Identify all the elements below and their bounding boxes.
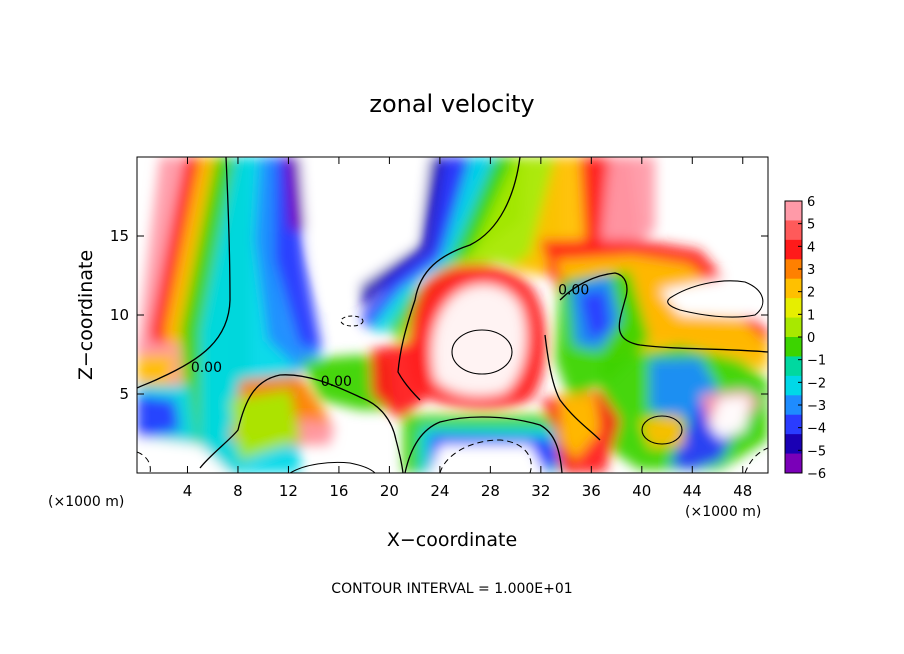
contour-zero-lower-left [199, 374, 404, 473]
colorbar-swatch [785, 395, 802, 416]
x-unit-right: (×1000 m) [685, 504, 761, 520]
colorbar-label: −6 [807, 467, 826, 482]
field-region [600, 157, 655, 258]
x-tick-label: 28 [481, 482, 500, 500]
colorbar-label: −1 [807, 354, 826, 369]
x-tick-label: 48 [733, 482, 752, 500]
chart-title: zonal velocity [369, 90, 534, 118]
colorbar-label: −4 [807, 422, 826, 437]
contour-negative-left [137, 451, 151, 473]
field-region [372, 157, 510, 335]
x-tick-label: 40 [632, 482, 651, 500]
contour-zero-mid-right [544, 334, 601, 441]
field-region [370, 340, 425, 420]
colorbar-swatch [785, 375, 802, 396]
colorbar-label: 1 [807, 308, 815, 323]
x-tick-label: 12 [279, 482, 298, 500]
x-tick-label: 20 [380, 482, 399, 500]
colorbar-swatch [785, 298, 802, 319]
colorbar-swatch [785, 259, 802, 280]
field-region-empty [300, 157, 430, 300]
x-tick-label: 16 [329, 482, 348, 500]
x-unit-left: (×1000 m) [48, 494, 124, 510]
contour-zero-central [397, 157, 521, 401]
field-region-empty [430, 445, 545, 473]
colorbar-label: −5 [807, 444, 826, 459]
field-region [398, 157, 560, 345]
contour-lines [137, 157, 768, 473]
contour-zero-left-column [137, 157, 231, 389]
colorbar-swatch [785, 453, 802, 474]
field-region [230, 390, 300, 460]
field-region [137, 355, 175, 385]
colorbar-swatch [785, 278, 802, 299]
x-tick-label: 44 [683, 482, 702, 500]
colorbar-label: −3 [807, 399, 826, 414]
colorbar-swatch [785, 317, 802, 338]
contour-zero-right [559, 272, 768, 353]
x-tick-label: 32 [531, 482, 550, 500]
contour-zero-bottom-arc [404, 416, 563, 473]
colorbar-label: 2 [807, 286, 815, 301]
field-region [285, 157, 305, 230]
x-tick-label: 4 [183, 482, 193, 500]
contour-label: 0.00 [558, 282, 589, 298]
x-tick-label: 24 [430, 482, 449, 500]
field-region [300, 420, 335, 445]
contour-small-loop-right [641, 415, 683, 445]
field-region [710, 396, 750, 440]
colorbar-label: 3 [807, 263, 815, 278]
colorbar-swatch [785, 337, 802, 357]
contour-bottom-ridge [289, 461, 376, 473]
colorbar-label: 4 [807, 240, 815, 255]
contour-label: 0.00 [191, 360, 222, 376]
x-axis-label: X−coordinate [387, 529, 517, 551]
contour-negative-right [744, 447, 768, 473]
colorbar-swatch [785, 434, 802, 455]
colorbar-swatch [785, 414, 802, 435]
field-region [640, 415, 685, 448]
contour-labels: 0.00 0.00 0.00 [191, 282, 589, 390]
field-region [137, 395, 180, 440]
contour-negative-bottom [439, 439, 532, 473]
field-region-empty [137, 437, 230, 473]
colorbar-label: 5 [807, 218, 815, 233]
colorbar-swatch [785, 239, 802, 260]
field-region [275, 157, 322, 350]
y-tick-label: 5 [119, 385, 129, 403]
contour-positive-upper-right [667, 280, 764, 318]
contour-label: 0.00 [321, 374, 352, 390]
contour-positive-core [451, 329, 513, 375]
y-axis-label: Z−coordinate [75, 250, 97, 380]
contour-interval-footer: CONTOUR INTERVAL = 1.000E+01 [331, 581, 572, 597]
colorbar-label: 6 [807, 195, 815, 210]
field-region [580, 290, 610, 340]
x-tick-label: 8 [233, 482, 243, 500]
x-tick-label: 36 [582, 482, 601, 500]
velocity-field [137, 157, 768, 473]
contour-negative-small [340, 315, 364, 327]
colorbar-swatch [785, 356, 802, 377]
colorbar-label: 0 [807, 331, 815, 346]
colorbar-swatch [785, 201, 802, 221]
y-tick-label: 10 [110, 306, 129, 324]
colorbar-swatch [785, 220, 802, 241]
y-tick-label: 15 [110, 227, 129, 245]
colorbar: 6 5 4 3 2 1 0 −1 −2 −3 −4 −5 −6 [784, 195, 826, 482]
colorbar-label: −2 [807, 376, 826, 391]
